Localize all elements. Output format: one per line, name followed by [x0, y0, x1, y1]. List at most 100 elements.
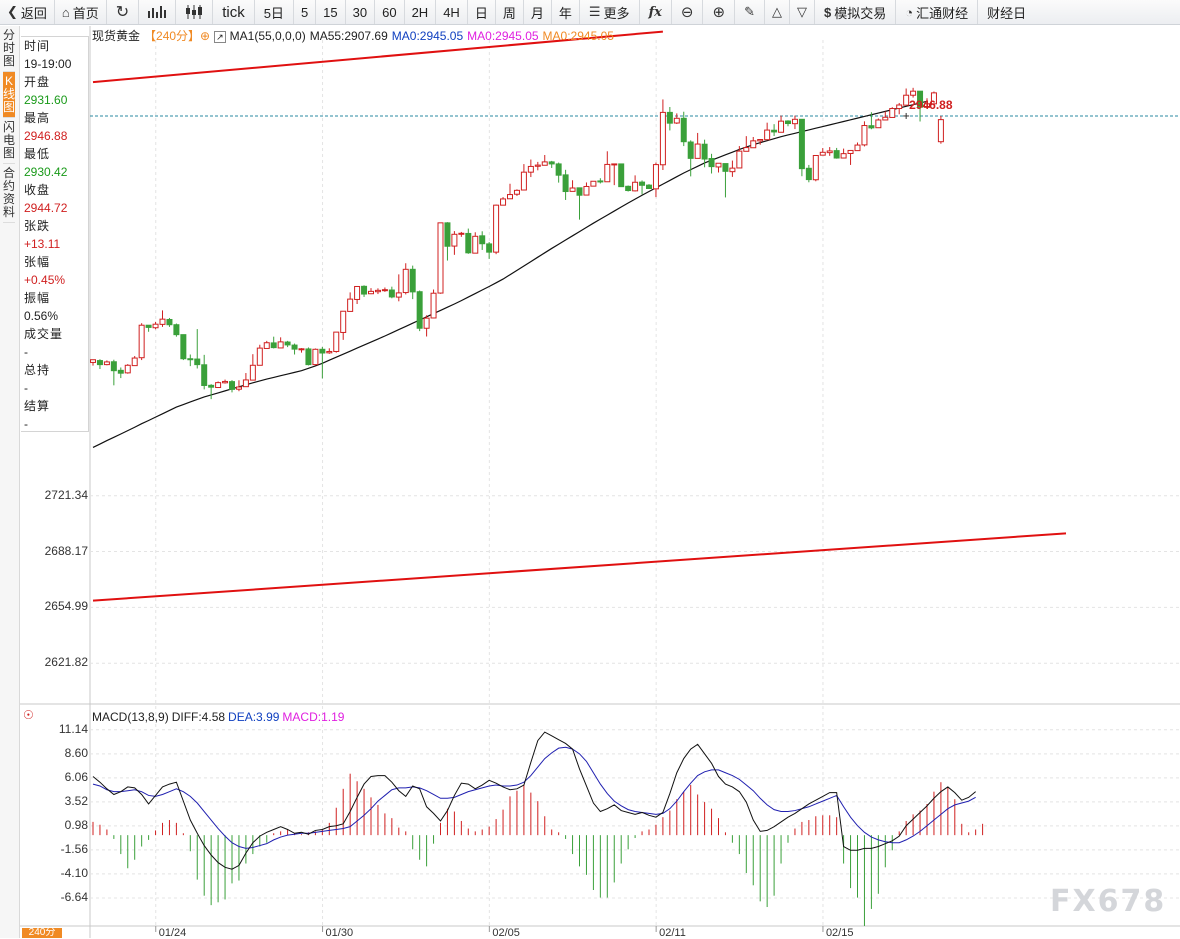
candle-body [381, 289, 388, 292]
candle-body [110, 361, 117, 372]
formula-button[interactable]: fx [640, 0, 672, 24]
candle-body [764, 129, 771, 141]
candlestick-icon [186, 5, 203, 19]
candle-body [208, 384, 215, 388]
refresh-button[interactable]: ↻ [107, 0, 140, 24]
candle-body [368, 290, 374, 295]
period-5m[interactable]: 5 [294, 0, 317, 24]
huitong-button[interactable]: ◔ 汇通财经 [896, 0, 979, 24]
candle-body [604, 163, 611, 183]
macd-settings-icon[interactable]: ☉ [23, 708, 34, 722]
period-4h[interactable]: 4H [436, 0, 468, 24]
candle-body [242, 379, 249, 388]
candle-body [277, 341, 284, 349]
period-week[interactable]: 周 [496, 0, 524, 24]
period-15m[interactable]: 15 [316, 0, 346, 24]
chart-type-button[interactable] [139, 0, 177, 24]
candle-body [451, 233, 458, 247]
candle-body [743, 147, 750, 152]
candle-body [194, 358, 201, 366]
triangle-down-icon: ▽ [796, 4, 807, 19]
candle-body [910, 90, 917, 96]
candle-body [618, 163, 625, 188]
zoom-out-button[interactable]: ⊖ [672, 0, 704, 24]
candle-body [284, 341, 291, 346]
high-price-annotation: 2946.88 [909, 97, 953, 112]
candle-body [652, 164, 659, 190]
channel-trendline [92, 532, 1067, 602]
candle-body [409, 268, 416, 293]
candle-body [701, 143, 708, 160]
tab-contract-info[interactable]: 合约资料 [3, 164, 15, 223]
indicator-icon[interactable]: ↗ [214, 31, 226, 43]
candle-body [229, 381, 235, 390]
triangle-up-button[interactable]: △ [765, 0, 790, 24]
candle-body [861, 125, 868, 146]
triangle-down-button[interactable]: ▽ [790, 0, 815, 24]
candle-body [263, 342, 270, 349]
high-label: 最高 [24, 111, 51, 125]
y-tick-label: 2688.17 [44, 543, 88, 558]
more-button[interactable]: ☰ 更多 [580, 0, 640, 24]
draw-line-button[interactable]: ✎ [735, 0, 765, 24]
candle-body [854, 144, 861, 152]
candle-body [708, 158, 715, 168]
candle-body [500, 198, 507, 206]
zoom-in-button[interactable]: ⊕ [703, 0, 736, 24]
home-label: 首页 [72, 5, 99, 21]
home-button[interactable]: ⌂ 首页 [55, 0, 107, 24]
pct-value: +0.45% [24, 273, 66, 287]
period-year[interactable]: 年 [552, 0, 580, 24]
candle-body [632, 181, 639, 192]
candle-body [187, 358, 194, 361]
candle-body [166, 318, 173, 326]
sim-trade-button[interactable]: $ 模拟交易 [815, 0, 897, 24]
time-label: 时间 [24, 39, 51, 53]
quote-info-panel: 时间 19-19:00 开盘 2931.60 最高 2946.88 最低 293… [21, 36, 89, 432]
chart-bars-icon [148, 6, 167, 18]
tab-timeshare[interactable]: 分时图 [3, 26, 15, 72]
period-60m[interactable]: 60 [375, 0, 405, 24]
candle-body [472, 235, 479, 254]
ma0-value-b: MA0:2945.05 [467, 29, 539, 43]
tab-kline[interactable]: K线图 [3, 72, 15, 118]
period-badge[interactable]: 240分 [22, 928, 62, 938]
period-label: 2H [411, 4, 429, 20]
period-5d[interactable]: 5日 [255, 0, 294, 24]
back-button[interactable]: ❮ 返回 [0, 0, 55, 24]
x-tick-label: 01/24 [158, 927, 187, 939]
period-2h[interactable]: 2H [405, 0, 437, 24]
macd-value: MACD:1.19 [282, 710, 345, 724]
ma0-value-a: MA0:2945.05 [391, 29, 464, 43]
macd-y-tick-label: 8.60 [64, 745, 88, 760]
instrument-name: 现货黄金 [92, 29, 141, 43]
caijing-button[interactable]: 财经日 [978, 0, 1035, 24]
candle-body [361, 285, 368, 295]
candle-type-button[interactable] [176, 0, 214, 24]
candle-body [340, 310, 347, 333]
menu-icon: ☰ [588, 4, 601, 19]
period-30m[interactable]: 30 [346, 0, 376, 24]
channel-trendline [92, 30, 663, 84]
candle-body [90, 359, 96, 363]
candle-body [597, 180, 604, 183]
macd-y-tick-label: 3.52 [64, 793, 88, 808]
period-day[interactable]: 日 [468, 0, 496, 24]
tab-lightning[interactable]: 闪电图 [3, 118, 15, 164]
candle-body [757, 139, 764, 142]
open-label: 开盘 [24, 75, 51, 89]
candle-body [507, 194, 513, 200]
candle-body [687, 141, 694, 159]
candle-body [847, 149, 854, 154]
settings-icon[interactable]: ⊕ [200, 29, 211, 43]
pct-label: 张幅 [24, 255, 51, 269]
candle-body [124, 364, 131, 374]
period-month[interactable]: 月 [524, 0, 552, 24]
main-chart-legend: 现货黄金 【240分】⊕ ↗ MA1(55,0,0,0) MA55:2907.69 MA0… [92, 27, 618, 44]
candle-body [444, 222, 451, 247]
period-label: 5 [300, 4, 309, 20]
macd-diff-line [92, 731, 976, 870]
candle-body [479, 235, 486, 245]
period-tick[interactable]: tick [213, 0, 255, 24]
